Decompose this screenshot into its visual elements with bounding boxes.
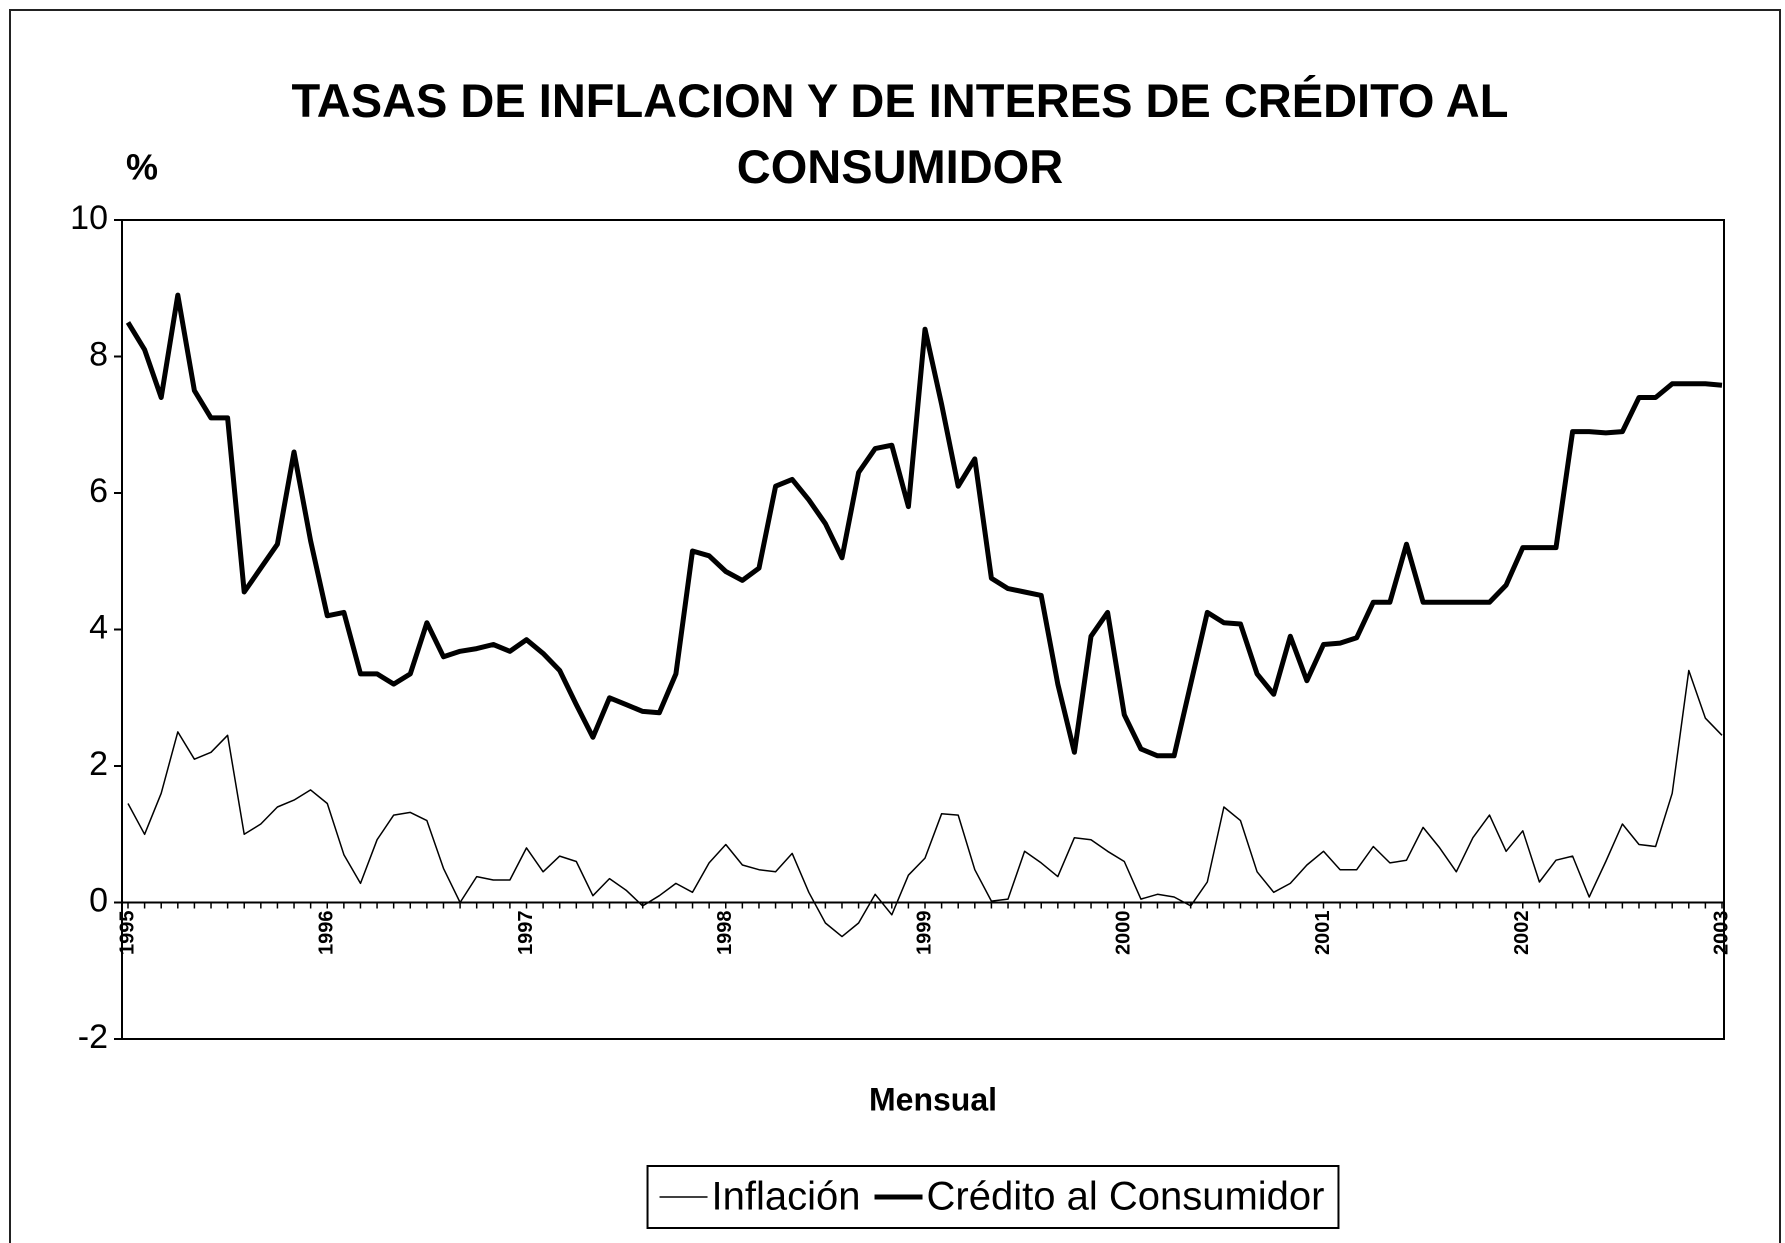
- x-tick-label: 2002: [1511, 911, 1533, 956]
- y-tick-label: -2: [78, 1018, 108, 1056]
- legend-label: Inflación: [712, 1175, 861, 1219]
- legend-label: Crédito al Consumidor: [927, 1175, 1325, 1219]
- y-tick-label: 10: [70, 199, 108, 237]
- x-axis-label: Mensual: [869, 1081, 997, 1117]
- frame: [9, 9, 1781, 1243]
- x-tick-label: 2003: [1710, 911, 1732, 956]
- y-tick-label: 4: [89, 608, 108, 646]
- y-tick-label: 8: [89, 335, 108, 373]
- x-tick-label: 1996: [316, 911, 338, 956]
- x-tick-label: 2000: [1113, 911, 1135, 956]
- legend-box: [646, 1165, 1340, 1229]
- y-tick-label: 0: [89, 881, 108, 919]
- x-tick-label: 2001: [1312, 911, 1334, 956]
- y-tick-label: 6: [89, 472, 108, 510]
- chart-title: TASAS DE INFLACION Y DE INTERES DE CRÉDI…: [291, 74, 1509, 193]
- line-series: [127, 669, 1723, 938]
- y-tick-label: 2: [89, 745, 108, 783]
- line-series: [125, 292, 1723, 759]
- x-tick-label: 1997: [515, 911, 537, 956]
- x-tick-label: 1998: [714, 911, 736, 956]
- x-tick-label: 1995: [116, 911, 138, 956]
- y-axis-label: %: [126, 147, 158, 188]
- x-tick-label: 1999: [913, 911, 935, 956]
